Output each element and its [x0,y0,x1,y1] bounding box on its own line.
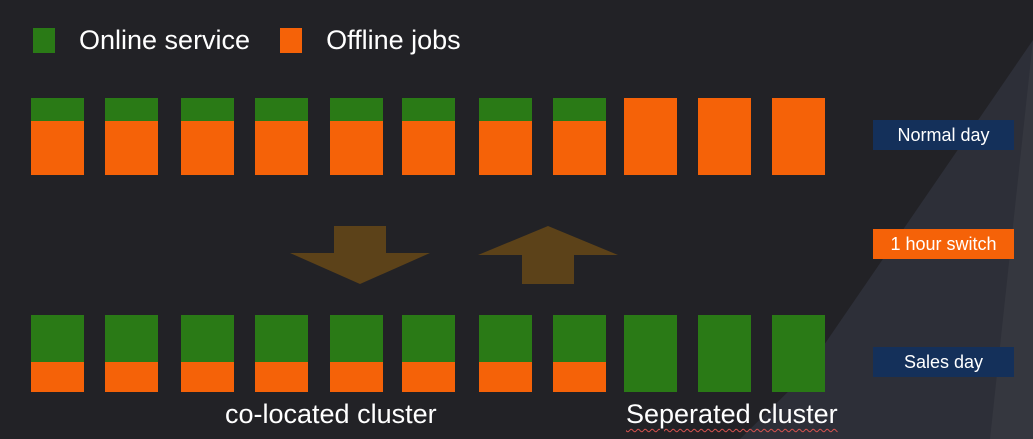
online-service-segment [181,98,234,121]
colocated-cluster-label: co-located cluster [225,399,437,429]
offline-jobs-segment [105,121,158,175]
offline-jobs-segment [772,98,825,175]
online-service-segment [402,98,455,121]
offline-jobs-segment [181,362,234,392]
offline-jobs-segment [402,121,455,175]
online-service-segment [479,98,532,121]
normal-day-bar-6 [402,98,455,175]
sales-day-tag: Sales day [873,347,1014,377]
online-service-segment [479,315,532,362]
normal-day-tag: Normal day [873,120,1014,150]
offline-jobs-legend-label: Offline jobs [326,24,461,55]
separated-cluster-label: Seperated cluster [626,399,838,429]
offline-jobs-segment [479,121,532,175]
online-service-segment [31,315,84,362]
offline-jobs-segment [553,362,606,392]
online-service-segment [105,98,158,121]
sales-day-bar-2 [105,315,158,392]
sales-day-bar-10 [698,315,751,392]
offline-jobs-swatch [280,27,303,53]
sales-day-bar-8 [553,315,606,392]
normal-day-bar-9 [624,98,677,175]
normal-day-bar-4 [255,98,308,175]
online-service-segment [255,98,308,121]
offline-jobs-segment [105,362,158,392]
offline-jobs-segment [479,362,532,392]
offline-jobs-segment [330,362,383,392]
online-service-segment [553,98,606,121]
online-service-swatch [33,27,55,53]
down-arrow-icon [290,226,430,284]
offline-jobs-segment [31,362,84,392]
sales-day-bar-5 [330,315,383,392]
normal-day-bar-2 [105,98,158,175]
sales-day-bar-7 [479,315,532,392]
normal-day-bar-8 [553,98,606,175]
offline-jobs-segment [330,121,383,175]
online-service-segment [698,315,751,392]
sales-day-bar-4 [255,315,308,392]
normal-day-bar-3 [181,98,234,175]
offline-jobs-segment [553,121,606,175]
sales-day-bar-1 [31,315,84,392]
online-service-segment [31,98,84,121]
offline-jobs-segment [255,121,308,175]
legend: Online service Offline jobs [33,24,491,56]
hour-switch-tag: 1 hour switch [873,229,1014,259]
sales-day-bar-11 [772,315,825,392]
online-service-legend-label: Online service [79,24,251,55]
online-service-segment [402,315,455,362]
online-service-segment [255,315,308,362]
offline-jobs-segment [255,362,308,392]
normal-day-bar-5 [330,98,383,175]
offline-jobs-segment [698,98,751,175]
up-arrow-icon [478,226,618,284]
online-service-segment [330,315,383,362]
normal-day-bar-1 [31,98,84,175]
sales-day-bar-3 [181,315,234,392]
sales-day-bar-6 [402,315,455,392]
online-service-segment [105,315,158,362]
sales-day-bar-9 [624,315,677,392]
offline-jobs-segment [402,362,455,392]
online-service-segment [181,315,234,362]
offline-jobs-segment [31,121,84,175]
online-service-segment [553,315,606,362]
online-service-segment [330,98,383,121]
offline-jobs-segment [624,98,677,175]
online-service-segment [772,315,825,392]
offline-jobs-segment [181,121,234,175]
online-service-segment [624,315,677,392]
normal-day-bar-10 [698,98,751,175]
normal-day-bar-11 [772,98,825,175]
normal-day-bar-7 [479,98,532,175]
